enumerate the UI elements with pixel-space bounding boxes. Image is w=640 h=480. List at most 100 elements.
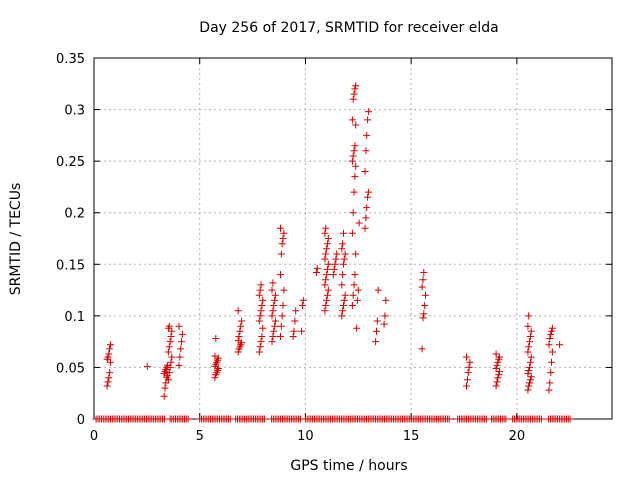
chart-title: Day 256 of 2017, SRMTID for receiver eld…	[199, 20, 498, 36]
data-point	[364, 188, 372, 196]
data-point	[234, 337, 242, 345]
data-point	[526, 363, 533, 371]
y-tick-label: 0.2	[64, 207, 85, 222]
data-point	[166, 338, 174, 346]
data-point	[105, 374, 113, 382]
data-point	[324, 260, 332, 268]
data-point	[322, 224, 330, 232]
x-tick-label: 15	[403, 429, 420, 444]
data-point	[234, 348, 242, 356]
data-point	[338, 312, 346, 320]
zero-point	[445, 415, 453, 423]
data-point	[463, 353, 470, 361]
data-point	[255, 317, 263, 325]
data-point	[299, 296, 307, 304]
zero-point	[537, 415, 545, 423]
data-point	[352, 121, 360, 129]
data-point	[548, 348, 556, 356]
data-point	[527, 353, 535, 361]
data-point	[164, 376, 172, 384]
data-point	[257, 281, 265, 289]
data-point	[492, 382, 500, 390]
data-point	[419, 276, 427, 284]
data-point	[161, 384, 169, 392]
data-point	[527, 327, 535, 335]
data-point	[420, 269, 428, 276]
grid	[94, 58, 612, 419]
data-point	[268, 312, 276, 320]
data-point	[493, 378, 501, 386]
data-point	[524, 386, 532, 394]
data-point	[238, 317, 246, 325]
data-point	[493, 361, 501, 369]
data-point	[258, 333, 266, 340]
data-point	[352, 162, 360, 170]
data-point	[212, 335, 220, 342]
data-point	[321, 307, 329, 315]
y-tick-label: 0.3	[64, 104, 85, 119]
data-point	[165, 343, 173, 351]
data-point	[256, 343, 264, 351]
data-point	[351, 142, 359, 150]
data-point	[298, 327, 306, 335]
data-point	[348, 302, 356, 309]
zero-point	[502, 415, 510, 423]
data-point	[494, 374, 502, 382]
data-point	[545, 341, 553, 349]
data-point	[351, 85, 359, 93]
zero-point	[184, 415, 192, 423]
data-point	[492, 350, 500, 358]
data-point	[259, 296, 267, 304]
data-point	[321, 255, 329, 263]
data-point	[546, 379, 554, 387]
data-point	[237, 322, 245, 330]
data-point	[350, 90, 358, 98]
data-point	[548, 358, 555, 366]
data-point	[339, 307, 347, 315]
data-point	[545, 386, 553, 394]
data-point	[380, 320, 388, 328]
data-point	[348, 157, 356, 165]
data-point	[177, 345, 185, 353]
data-point	[168, 353, 176, 361]
data-point	[348, 116, 356, 124]
data-point	[313, 264, 321, 272]
data-point	[463, 376, 471, 384]
data-point	[166, 363, 174, 371]
data-point	[362, 147, 370, 155]
data-point	[255, 291, 263, 299]
data-point	[165, 322, 173, 330]
data-point	[269, 307, 277, 315]
data-point	[374, 286, 382, 294]
data-point	[292, 307, 300, 315]
data-point	[164, 348, 172, 356]
data-point	[257, 338, 265, 346]
data-point	[526, 376, 534, 384]
data-point	[255, 348, 263, 356]
data-point	[526, 358, 534, 366]
data-point	[525, 382, 533, 390]
data-point	[329, 271, 337, 279]
data-point	[323, 271, 331, 279]
data-point	[323, 245, 331, 253]
tick-labels: 0 5 10 15 20 0 0.05 0.1 0.15 0.2 0.25 0.3 0.35	[56, 52, 525, 444]
data-point	[349, 291, 357, 299]
data-point	[178, 330, 186, 338]
data-point	[547, 369, 555, 377]
data-point	[271, 317, 279, 325]
data-point	[373, 327, 380, 335]
data-point	[364, 193, 372, 201]
data-point	[277, 271, 284, 279]
zero-point	[566, 415, 574, 423]
y-axis-label: SRMTID / TECUs	[8, 183, 24, 296]
data-point	[106, 345, 114, 353]
data-point	[525, 367, 533, 374]
data-point	[418, 283, 426, 291]
data-point	[175, 322, 183, 330]
data-point	[548, 324, 556, 332]
data-point	[496, 368, 503, 376]
data-point	[372, 338, 380, 346]
data-point	[353, 296, 361, 304]
y-tick-label: 0.15	[56, 258, 85, 273]
data-point	[290, 327, 298, 335]
